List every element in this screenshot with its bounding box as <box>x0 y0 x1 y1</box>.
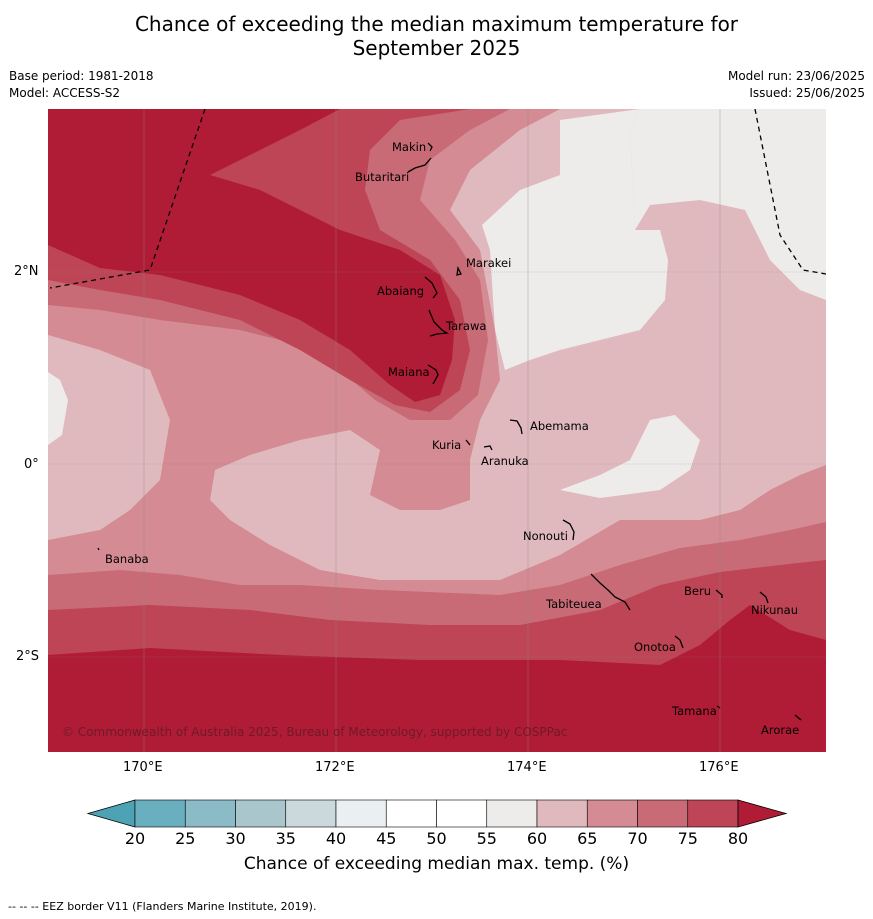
label-kuria: Kuria <box>432 438 461 452</box>
contour-50-55-centre <box>503 292 555 350</box>
graticule <box>48 109 826 752</box>
colorbar-tick-label: 30 <box>225 829 246 848</box>
probability-field: Makin Butaritari Marakei Abaiang Tarawa … <box>48 109 826 752</box>
colorbar-segment <box>134 799 186 828</box>
colorbar-tick-label: 65 <box>577 829 598 848</box>
label-banaba: Banaba <box>105 552 149 566</box>
colorbar-segment <box>436 799 488 828</box>
island-aranuka <box>483 445 493 451</box>
island-arorae <box>794 714 802 721</box>
lon-label-172: 172°E <box>315 760 355 775</box>
colorbar <box>86 799 788 828</box>
label-beru: Beru <box>684 584 711 598</box>
label-tamana: Tamana <box>671 704 717 718</box>
contour-55-60-east-inner <box>482 109 668 370</box>
label-nikunau: Nikunau <box>751 603 798 617</box>
place-labels: Makin Butaritari Marakei Abaiang Tarawa … <box>105 140 799 737</box>
label-tabiteuea: Tabiteuea <box>545 597 602 611</box>
colorbar-segment <box>285 799 337 828</box>
colorbar-extend-high <box>737 799 788 828</box>
island-abaiang <box>424 276 438 299</box>
contour-55-60-ne <box>630 109 826 300</box>
island-beru <box>715 589 723 598</box>
island-nonouti <box>562 519 575 541</box>
colorbar-tick-label: 45 <box>376 829 397 848</box>
colorbar-segment <box>335 799 387 828</box>
colorbar-segment <box>184 799 236 828</box>
eez-footnote: -- -- -- EEZ border V11 (Flanders Marine… <box>8 900 317 913</box>
island-nikunau <box>759 591 769 604</box>
title-line-1: Chance of exceeding the median maximum t… <box>134 12 739 36</box>
title-line-2: September 2025 <box>352 36 521 60</box>
colorbar-segment <box>385 799 437 828</box>
island-tamana <box>716 705 721 709</box>
label-arorae: Arorae <box>761 723 799 737</box>
contour-55-60-se <box>560 415 700 498</box>
island-abemama <box>509 419 523 435</box>
colorbar-tick-label: 50 <box>426 829 447 848</box>
lat-label-0: 0° <box>24 457 39 472</box>
lon-label-170: 170°E <box>123 760 163 775</box>
island-butaritari <box>407 157 432 173</box>
lat-label-2s: 2°S <box>16 649 40 664</box>
map-title: Chance of exceeding the median maximum t… <box>0 12 873 60</box>
island-kuria <box>465 439 471 446</box>
colorbar-tick-label: 20 <box>124 829 146 848</box>
issued-date: Issued: 25/06/2025 <box>749 86 865 100</box>
meta-right: Model run: 23/06/2025 Issued: 25/06/2025 <box>728 68 865 102</box>
model-name: Model: ACCESS-S2 <box>9 86 121 100</box>
lon-label-176: 176°E <box>699 760 739 775</box>
contour-85-plus <box>48 109 826 752</box>
label-marakei: Marakei <box>466 256 511 270</box>
island-marakei <box>456 265 462 276</box>
colorbar-tick-label: 40 <box>325 829 347 848</box>
lat-label-2n: 2°N <box>14 264 39 279</box>
model-run: Model run: 23/06/2025 <box>727 69 865 83</box>
colorbar-label: Chance of exceeding median max. temp. (%… <box>243 854 630 874</box>
label-abaiang: Abaiang <box>377 284 424 298</box>
islands <box>97 142 802 721</box>
label-makin: Makin <box>392 140 426 154</box>
label-onotoa: Onotoa <box>634 640 676 654</box>
colorbar-segment <box>235 799 287 828</box>
colorbar-tick-label: 75 <box>677 829 698 848</box>
colorbar-tick-label: 70 <box>627 829 648 848</box>
base-period: Base period: 1981-2018 <box>9 69 154 83</box>
label-maiana: Maiana <box>388 365 430 379</box>
eez-border <box>49 109 826 289</box>
colorbar-segment <box>586 799 638 828</box>
island-onotoa <box>674 635 684 649</box>
contour-55-60-west <box>48 372 68 445</box>
label-butaritari: Butaritari <box>355 170 409 184</box>
lon-label-174: 174°E <box>507 760 547 775</box>
colorbar-tick-label: 25 <box>175 829 196 848</box>
label-aranuka: Aranuka <box>481 454 529 468</box>
island-tabiteuea <box>590 573 631 611</box>
colorbar-tick-label: 60 <box>526 829 548 848</box>
colorbar-segment <box>486 799 538 828</box>
label-nonouti: Nonouti <box>523 529 568 543</box>
meta-left: Base period: 1981-2018 Model: ACCESS-S2 <box>9 68 154 102</box>
colorbar-extend-low <box>86 799 136 828</box>
colorbar-segment <box>687 799 739 828</box>
island-tarawa <box>428 309 450 337</box>
island-maiana <box>427 364 439 385</box>
colorbar-segment <box>637 799 689 828</box>
colorbar-tick-label: 80 <box>727 829 749 848</box>
label-tarawa: Tarawa <box>445 319 486 333</box>
label-abemama: Abemama <box>530 419 589 433</box>
island-banaba <box>97 547 100 551</box>
copyright-notice: © Commonwealth of Australia 2025, Bureau… <box>62 725 567 739</box>
colorbar-segment <box>536 799 588 828</box>
island-makin <box>427 142 433 152</box>
colorbar-tick-label: 35 <box>275 829 296 848</box>
colorbar-tick-label: 55 <box>476 829 497 848</box>
